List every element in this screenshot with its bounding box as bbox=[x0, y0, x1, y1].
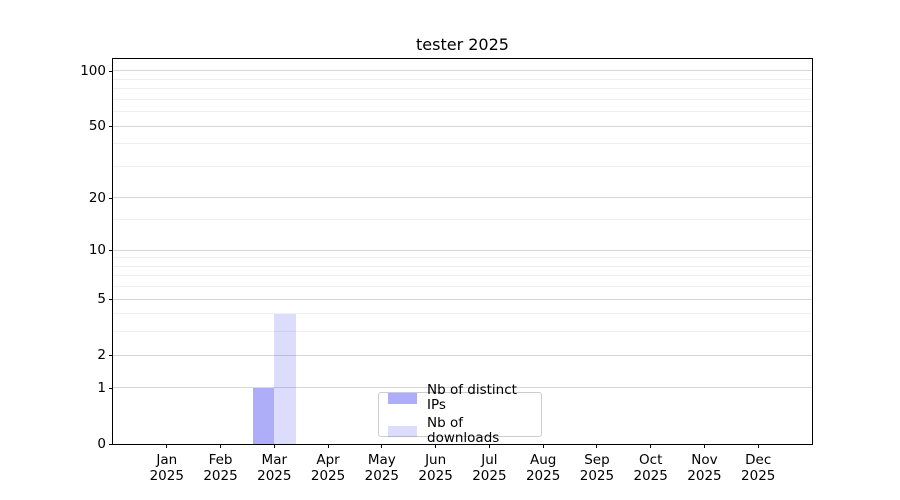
y-gridline-minor bbox=[113, 165, 812, 167]
bar-nb-of-downloads bbox=[274, 313, 296, 444]
x-tick-mark bbox=[435, 444, 437, 448]
y-axis-tick-label: 1 bbox=[97, 379, 106, 396]
y-gridline-major bbox=[113, 70, 812, 72]
y-gridline-minor bbox=[113, 88, 812, 90]
x-axis-tick-label: Nov 2025 bbox=[687, 452, 722, 484]
y-gridline-major bbox=[113, 249, 812, 251]
x-axis-tick-label: Jan 2025 bbox=[149, 452, 184, 484]
y-axis-tick-label: 20 bbox=[88, 189, 106, 206]
x-tick-mark bbox=[166, 444, 168, 448]
y-axis-tick-label: 5 bbox=[97, 291, 106, 308]
x-axis-tick-label: Aug 2025 bbox=[525, 452, 561, 484]
x-tick-mark bbox=[220, 444, 222, 448]
x-tick-mark bbox=[703, 444, 705, 448]
y-gridline-major bbox=[113, 298, 812, 300]
y-gridline-minor bbox=[113, 331, 812, 333]
legend-swatch-nb-of-distinct-ips bbox=[388, 392, 417, 404]
y-tick-mark bbox=[109, 197, 113, 199]
y-axis-tick-label: 10 bbox=[88, 242, 106, 259]
y-gridline-major bbox=[113, 197, 812, 199]
y-tick-mark bbox=[109, 70, 113, 72]
y-gridline-minor bbox=[113, 286, 812, 288]
x-axis-tick-label: Apr 2025 bbox=[310, 452, 346, 484]
y-gridline-minor bbox=[113, 111, 812, 113]
x-tick-mark bbox=[596, 444, 598, 448]
y-axis-tick-label: 50 bbox=[88, 118, 106, 135]
bar-nb-of-distinct-ips bbox=[252, 387, 275, 444]
x-axis-tick-label: Feb 2025 bbox=[203, 452, 238, 484]
x-axis-tick-label: May 2025 bbox=[364, 452, 400, 484]
y-gridline-minor bbox=[113, 219, 812, 221]
x-axis-tick-label: Sep 2025 bbox=[579, 452, 615, 484]
y-gridline-minor bbox=[113, 143, 812, 145]
x-tick-mark bbox=[542, 444, 544, 448]
y-gridline-minor bbox=[113, 275, 812, 277]
y-gridline-major bbox=[113, 125, 812, 127]
chart-title: tester 2025 bbox=[416, 35, 509, 54]
x-tick-mark bbox=[757, 444, 759, 448]
y-gridline-minor bbox=[113, 265, 812, 267]
y-gridline-minor bbox=[113, 98, 812, 100]
x-tick-mark bbox=[273, 444, 275, 448]
x-axis-tick-label: Jul 2025 bbox=[472, 452, 507, 484]
y-gridline-major bbox=[113, 387, 812, 389]
y-tick-mark bbox=[109, 444, 113, 445]
y-tick-mark bbox=[109, 299, 113, 301]
y-gridline-minor bbox=[113, 313, 812, 315]
y-tick-mark bbox=[109, 250, 113, 252]
y-gridline-major bbox=[113, 354, 812, 356]
y-tick-mark bbox=[109, 126, 113, 128]
y-tick-mark bbox=[109, 387, 113, 389]
y-gridline-minor bbox=[113, 78, 812, 80]
x-tick-mark bbox=[650, 444, 652, 448]
y-axis-tick-label: 0 bbox=[97, 436, 106, 452]
legend-item: Nb of distinct IPs bbox=[388, 383, 532, 413]
legend-label: Nb of distinct IPs bbox=[427, 382, 517, 413]
plot-area bbox=[112, 58, 813, 445]
x-axis-tick-label: Dec 2025 bbox=[741, 452, 776, 484]
legend-label: Nb of downloads bbox=[427, 415, 500, 446]
legend-swatch-nb-of-downloads bbox=[388, 425, 417, 437]
x-tick-mark bbox=[327, 444, 329, 448]
x-axis-tick-label: Oct 2025 bbox=[633, 452, 668, 484]
y-axis-tick-label: 2 bbox=[97, 347, 106, 364]
legend-item: Nb of downloads bbox=[388, 416, 532, 446]
x-tick-mark bbox=[381, 444, 383, 448]
legend: Nb of distinct IPs Nb of downloads bbox=[378, 383, 542, 446]
x-axis-tick-label: Jun 2025 bbox=[418, 452, 453, 484]
y-tick-mark bbox=[109, 355, 113, 357]
y-gridline-minor bbox=[113, 257, 812, 259]
x-tick-mark bbox=[488, 444, 490, 448]
y-axis-tick-label: 100 bbox=[80, 62, 106, 79]
x-axis-tick-label: Mar 2025 bbox=[257, 452, 292, 484]
